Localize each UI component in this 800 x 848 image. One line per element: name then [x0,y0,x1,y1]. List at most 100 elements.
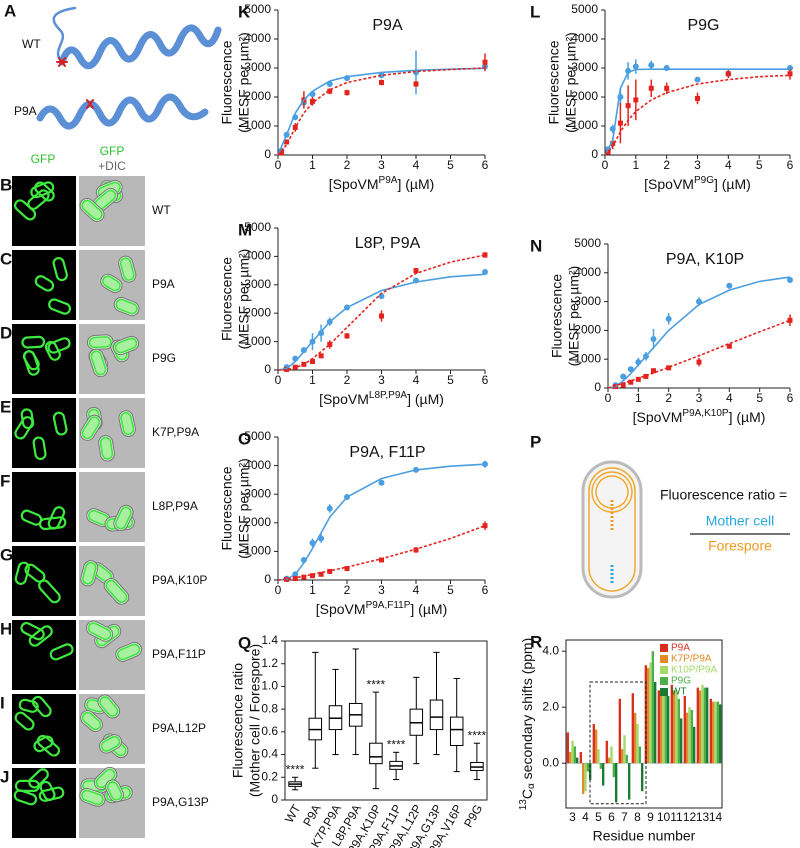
legend-swatch [660,644,668,652]
panel-letter: K [238,2,251,21]
y-axis-label: Fluorescence ratio [230,663,246,778]
x-tick-label: 6 [608,810,615,824]
legend-swatch [660,666,668,674]
data-point [379,557,384,563]
data-point [413,547,419,553]
y-tick-label: 3000 [574,294,601,308]
bar [677,698,681,764]
x-tick-label: 5 [595,810,602,824]
highlight-region [589,681,647,805]
y-axis-label-part: 13 [518,799,529,811]
x-tick-label: 5 [447,373,454,387]
data-point [318,353,324,359]
bar [633,712,637,764]
bar [711,701,715,764]
cell-gfp [30,181,55,199]
cell-dic-gfp [119,257,135,281]
panel-letter: G [0,545,13,564]
bar [654,682,657,764]
cell-gfp [31,695,52,718]
x-tick-label: 9 [647,810,654,824]
bar [615,763,618,803]
data-point [617,120,623,126]
legend-swatch [660,677,668,685]
data-point [620,373,627,380]
structure-label: WT [22,37,41,51]
data-point [696,359,702,365]
strain-label: P9A,K10P [152,573,207,587]
cell-gfp [34,275,55,292]
x-axis-label-part: P9A,K10P [682,408,728,419]
y-tick-label: 1000 [244,118,271,132]
panel-letter: Q [238,633,251,652]
structure-drawings [36,6,222,130]
x-axis-label: [SpoVMP9A,K10P] (µM) [633,408,766,425]
x-tick-label: 3 [378,373,385,387]
bar [620,749,624,764]
cell-gfp [33,735,54,753]
bar [618,698,621,764]
bar [641,763,644,792]
x-tick-label: 6 [787,158,794,172]
panel-letter: E [0,397,11,416]
data-point [278,150,284,156]
bar [607,757,611,764]
helix [58,24,222,70]
data-point [327,88,333,94]
legend-label: P9A [671,643,690,654]
ratio-text: Fluorescence ratio = [660,487,787,503]
x-tick-label: 14 [709,810,723,824]
data-point [413,81,419,87]
bar [579,752,582,764]
bar [638,746,642,764]
x-tick-label: 6 [482,158,489,172]
data-point [482,59,488,65]
cell-dic-gfp [105,579,128,604]
x-axis-label-part: P9G [694,175,714,186]
data-point [284,139,290,145]
coil [52,6,77,64]
x-axis-label-part: [SpoVM [319,391,369,407]
x-tick-label: 1 [632,158,639,172]
bar [605,740,608,764]
cell-dic-gfp [81,199,103,221]
data-point [413,268,419,274]
cell-dic-gfp [115,298,138,315]
cell-dic-gfp [99,436,114,460]
data-point [725,71,731,77]
data-point [327,341,333,347]
mutation-site [56,57,68,67]
y-tick-label: 0 [264,362,271,376]
structure-label: P9A [14,104,37,118]
bar [646,668,650,764]
bar [685,712,689,764]
cell-gfp [14,561,30,585]
panel-letter: L [530,2,540,21]
column-header: GFP [100,144,125,158]
data-point [695,95,700,101]
x-tick-label: 7 [621,810,628,824]
x-tick-label: 2 [344,373,351,387]
data-point [378,72,385,79]
x-tick-label: 0 [605,391,612,405]
y-axis-label-part: secondary shifts (ppm) [519,638,535,784]
y-tick-label: 0 [264,572,271,586]
fit-curve [277,524,486,581]
fit-curve [607,319,791,389]
cell-gfp [28,768,49,789]
x-tick-label: 5 [447,583,454,597]
panel-letter: R [530,632,542,651]
y-axis-label: 13Cα secondary shifts (ppm) [518,638,537,811]
cell-dic-gfp [114,337,138,354]
y-axis-label-part: α [526,783,537,789]
y-tick-label: 0 [591,147,598,161]
bar [719,704,722,764]
fit-curve [277,463,486,581]
x-tick-label: 6 [482,373,489,387]
data-point [610,140,616,146]
x-tick-label: 4 [413,158,420,172]
cell-dic-gfp [87,622,112,641]
y-tick-label: 1000 [244,544,271,558]
bar [716,701,720,764]
x-axis-label: [SpoVMP9A] (µM) [329,175,435,192]
